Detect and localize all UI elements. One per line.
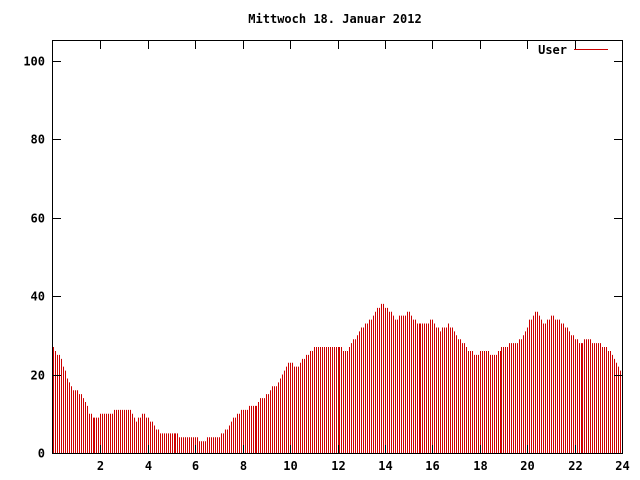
x-tick-label: 4 — [145, 459, 152, 473]
y-tick-label: 0 — [38, 447, 45, 461]
legend-label-user: User — [538, 43, 567, 57]
x-tick-label: 14 — [378, 459, 392, 473]
y-tick-label: 60 — [31, 212, 45, 226]
bars-layer — [53, 303, 623, 453]
y-tick-label: 80 — [31, 133, 45, 147]
chart-title: Mittwoch 18. Januar 2012 — [248, 12, 421, 26]
x-tick-label: 10 — [283, 459, 297, 473]
x-tick-label: 18 — [473, 459, 487, 473]
x-tick-label: 20 — [520, 459, 534, 473]
x-tick-label: 16 — [425, 459, 439, 473]
y-tick-label: 40 — [31, 290, 45, 304]
x-tick-label: 12 — [331, 459, 345, 473]
x-tick-label: 6 — [192, 459, 199, 473]
y-tick-label: 100 — [23, 55, 45, 69]
legend: User — [538, 43, 608, 57]
x-tick-label: 24 — [615, 459, 629, 473]
plot-frame — [52, 40, 623, 454]
x-tick-label: 22 — [568, 459, 582, 473]
y-tick-label: 20 — [31, 369, 45, 383]
x-tick-label: 2 — [97, 459, 104, 473]
x-tick-label: 8 — [240, 459, 247, 473]
